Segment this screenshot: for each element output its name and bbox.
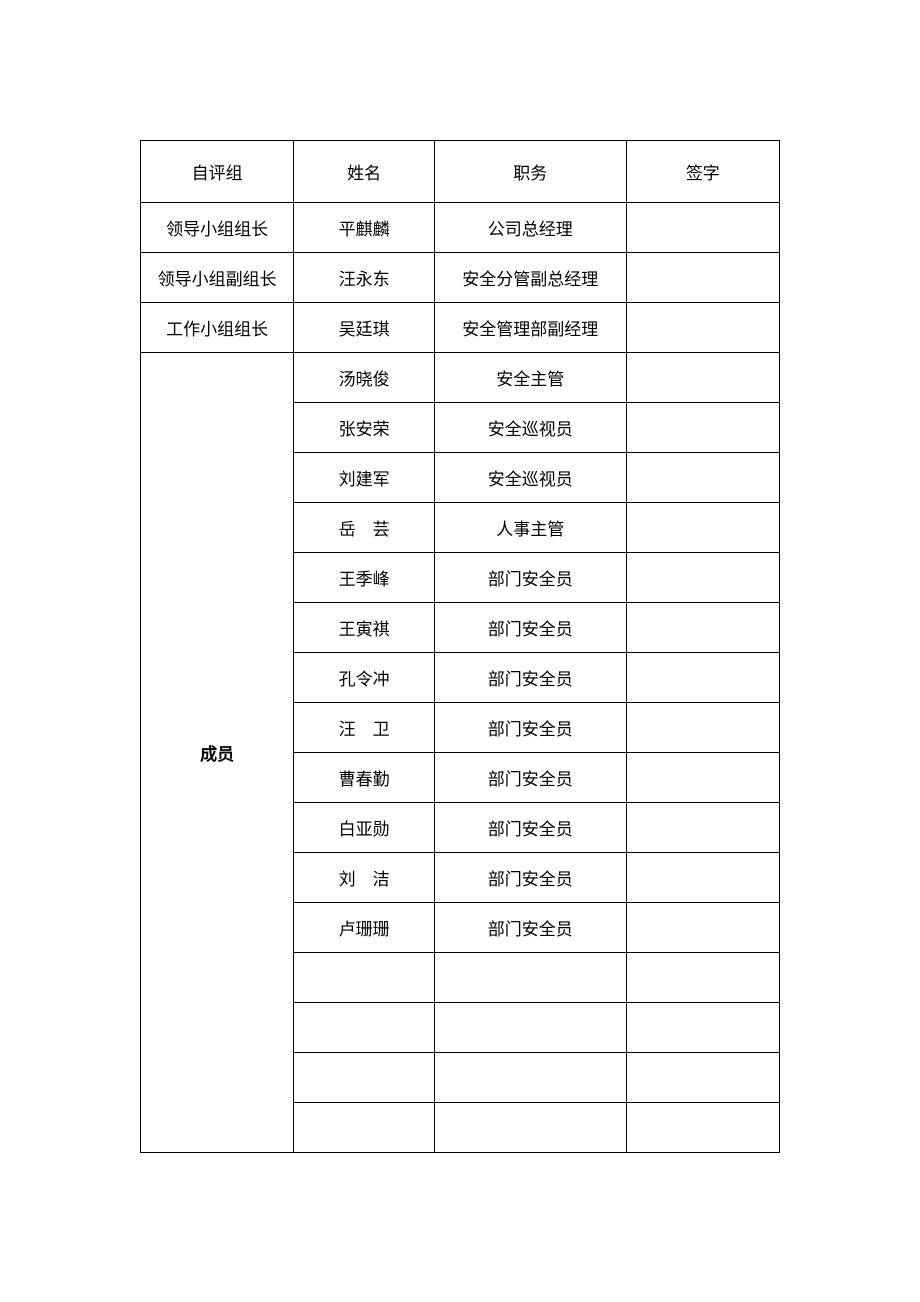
cell-name: 刘 洁	[294, 853, 435, 903]
header-name: 姓名	[294, 141, 435, 203]
cell-name: 刘建军	[294, 453, 435, 503]
cell-name: 吴廷琪	[294, 303, 435, 353]
cell-members-label: 成员	[141, 353, 294, 1153]
table-header-row: 自评组 姓名 职务 签字	[141, 141, 780, 203]
cell-position: 安全主管	[434, 353, 626, 403]
cell-signature	[626, 403, 779, 453]
cell-signature	[626, 853, 779, 903]
cell-signature	[626, 803, 779, 853]
cell-position: 公司总经理	[434, 203, 626, 253]
cell-name: 王寅祺	[294, 603, 435, 653]
cell-signature	[626, 203, 779, 253]
cell-name: 白亚勋	[294, 803, 435, 853]
cell-signature	[626, 503, 779, 553]
cell-signature	[626, 703, 779, 753]
cell-position: 安全分管副总经理	[434, 253, 626, 303]
cell-signature	[626, 303, 779, 353]
cell-signature	[626, 753, 779, 803]
cell-position	[434, 953, 626, 1003]
cell-position	[434, 1053, 626, 1103]
table-row: 成员 汤晓俊 安全主管	[141, 353, 780, 403]
cell-signature	[626, 1053, 779, 1103]
cell-name: 卢珊珊	[294, 903, 435, 953]
cell-name: 孔令冲	[294, 653, 435, 703]
cell-group: 领导小组副组长	[141, 253, 294, 303]
cell-name: 平麒麟	[294, 203, 435, 253]
cell-position: 部门安全员	[434, 903, 626, 953]
cell-group: 工作小组组长	[141, 303, 294, 353]
cell-signature	[626, 653, 779, 703]
cell-name: 汪 卫	[294, 703, 435, 753]
cell-name: 岳 芸	[294, 503, 435, 553]
header-group: 自评组	[141, 141, 294, 203]
table-row: 工作小组组长 吴廷琪 安全管理部副经理	[141, 303, 780, 353]
cell-position: 安全巡视员	[434, 403, 626, 453]
cell-name	[294, 1053, 435, 1103]
cell-signature	[626, 253, 779, 303]
cell-position: 部门安全员	[434, 853, 626, 903]
header-position: 职务	[434, 141, 626, 203]
cell-signature	[626, 553, 779, 603]
cell-name	[294, 953, 435, 1003]
cell-name: 张安荣	[294, 403, 435, 453]
cell-position: 部门安全员	[434, 753, 626, 803]
cell-position: 部门安全员	[434, 603, 626, 653]
cell-signature	[626, 353, 779, 403]
cell-position	[434, 1103, 626, 1153]
cell-name: 王季峰	[294, 553, 435, 603]
evaluation-group-table: 自评组 姓名 职务 签字 领导小组组长 平麒麟 公司总经理 领导小组副组长 汪永…	[140, 140, 780, 1153]
cell-position: 安全管理部副经理	[434, 303, 626, 353]
cell-signature	[626, 453, 779, 503]
cell-position	[434, 1003, 626, 1053]
cell-signature	[626, 1103, 779, 1153]
cell-position: 部门安全员	[434, 653, 626, 703]
cell-position: 部门安全员	[434, 703, 626, 753]
cell-signature	[626, 953, 779, 1003]
cell-position: 人事主管	[434, 503, 626, 553]
cell-name	[294, 1003, 435, 1053]
cell-signature	[626, 1003, 779, 1053]
cell-position: 部门安全员	[434, 803, 626, 853]
cell-name: 曹春勤	[294, 753, 435, 803]
cell-position: 安全巡视员	[434, 453, 626, 503]
table-row: 领导小组组长 平麒麟 公司总经理	[141, 203, 780, 253]
cell-group: 领导小组组长	[141, 203, 294, 253]
cell-signature	[626, 903, 779, 953]
header-signature: 签字	[626, 141, 779, 203]
cell-name	[294, 1103, 435, 1153]
cell-signature	[626, 603, 779, 653]
cell-name: 汤晓俊	[294, 353, 435, 403]
table-row: 领导小组副组长 汪永东 安全分管副总经理	[141, 253, 780, 303]
cell-position: 部门安全员	[434, 553, 626, 603]
cell-name: 汪永东	[294, 253, 435, 303]
